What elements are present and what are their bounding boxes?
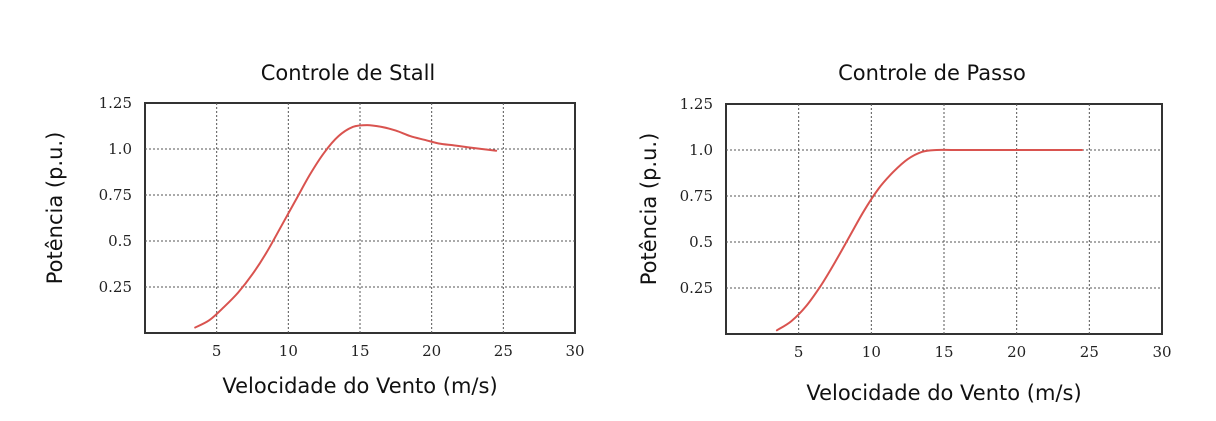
chart-title: Controle de Stall	[261, 61, 436, 85]
x-tick-label: 25	[1080, 343, 1099, 361]
y-axis-label: Potência (p.u.)	[637, 133, 661, 286]
y-tick-label: 1.25	[680, 95, 713, 113]
y-tick-label: 1.25	[99, 94, 132, 112]
x-axis-label: Velocidade do Vento (m/s)	[222, 374, 497, 398]
x-tick-label: 20	[422, 342, 441, 360]
x-tick-label: 20	[1007, 343, 1026, 361]
series-line	[194, 124, 498, 329]
y-tick-label: 0.75	[680, 187, 713, 205]
x-tick-label: 5	[794, 343, 804, 361]
y-tick-label: 0.5	[689, 233, 713, 251]
y-tick-label: 0.75	[99, 186, 132, 204]
x-tick-label: 25	[494, 342, 513, 360]
chart-pitch: Controle de Passo 0.25 0.5 0.75 1.0 1.25 5 10 15…	[637, 61, 1172, 405]
plot-area	[144, 102, 576, 334]
x-tick-label: 15	[350, 342, 369, 360]
series-line	[775, 148, 1084, 332]
y-axis-label: Potência (p.u.)	[43, 132, 67, 285]
y-tick-label: 0.5	[108, 232, 132, 250]
x-axis-label: Velocidade do Vento (m/s)	[806, 381, 1081, 405]
x-tick-label: 30	[565, 342, 584, 360]
plot-area	[725, 103, 1163, 335]
x-tick-label: 10	[279, 342, 298, 360]
x-tick-label: 10	[862, 343, 881, 361]
y-tick-label: 0.25	[680, 279, 713, 297]
x-tick-label: 15	[934, 343, 953, 361]
chart-title: Controle de Passo	[838, 61, 1026, 85]
y-tick-label: 0.25	[99, 278, 132, 296]
x-tick-label: 30	[1152, 343, 1171, 361]
chart-stall: Controle de Stall 0.25 0.5 0.75 1.0 1.25 5 10 15…	[43, 61, 585, 398]
y-tick-label: 1.0	[689, 141, 713, 159]
x-tick-label: 5	[212, 342, 222, 360]
y-tick-label: 1.0	[108, 140, 132, 158]
